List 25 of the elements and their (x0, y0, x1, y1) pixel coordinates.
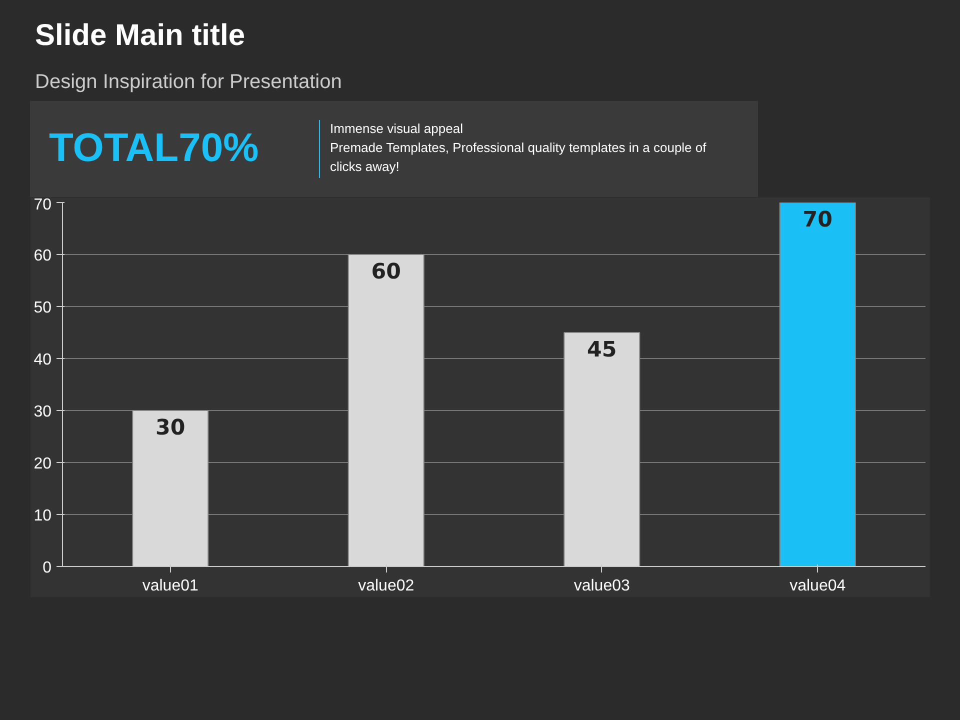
y-tick-label: 40 (34, 351, 52, 368)
x-tick-label: value04 (790, 577, 846, 594)
x-tick-label: value03 (574, 577, 630, 594)
x-tick-label: value02 (358, 577, 414, 594)
data-label: 45 (587, 337, 617, 362)
y-tick-label: 70 (34, 196, 52, 214)
y-tick-label: 60 (34, 247, 52, 264)
y-tick-label: 30 (34, 403, 52, 420)
y-tick-label: 0 (42, 559, 52, 576)
y-tick-label: 20 (34, 455, 52, 472)
bar (348, 254, 424, 566)
text: TOTAL70% (49, 125, 259, 172)
bar (779, 202, 856, 566)
y-tick-label: 50 (34, 299, 52, 316)
text: Premade Templates, Professional quality templates in a couple of clicks away! (330, 140, 706, 174)
chart-subtitle: Design Inspiration for Presentation (35, 70, 342, 95)
data-label: 70 (802, 207, 832, 232)
data-label: 30 (156, 415, 186, 440)
chart-title: Slide Main title (35, 18, 246, 54)
text: Immense visual appeal (330, 121, 463, 136)
x-tick-label: value01 (142, 577, 198, 594)
bar (564, 332, 640, 566)
y-tick-label: 10 (34, 507, 52, 524)
bar (132, 410, 209, 566)
data-label: 60 (371, 259, 401, 284)
